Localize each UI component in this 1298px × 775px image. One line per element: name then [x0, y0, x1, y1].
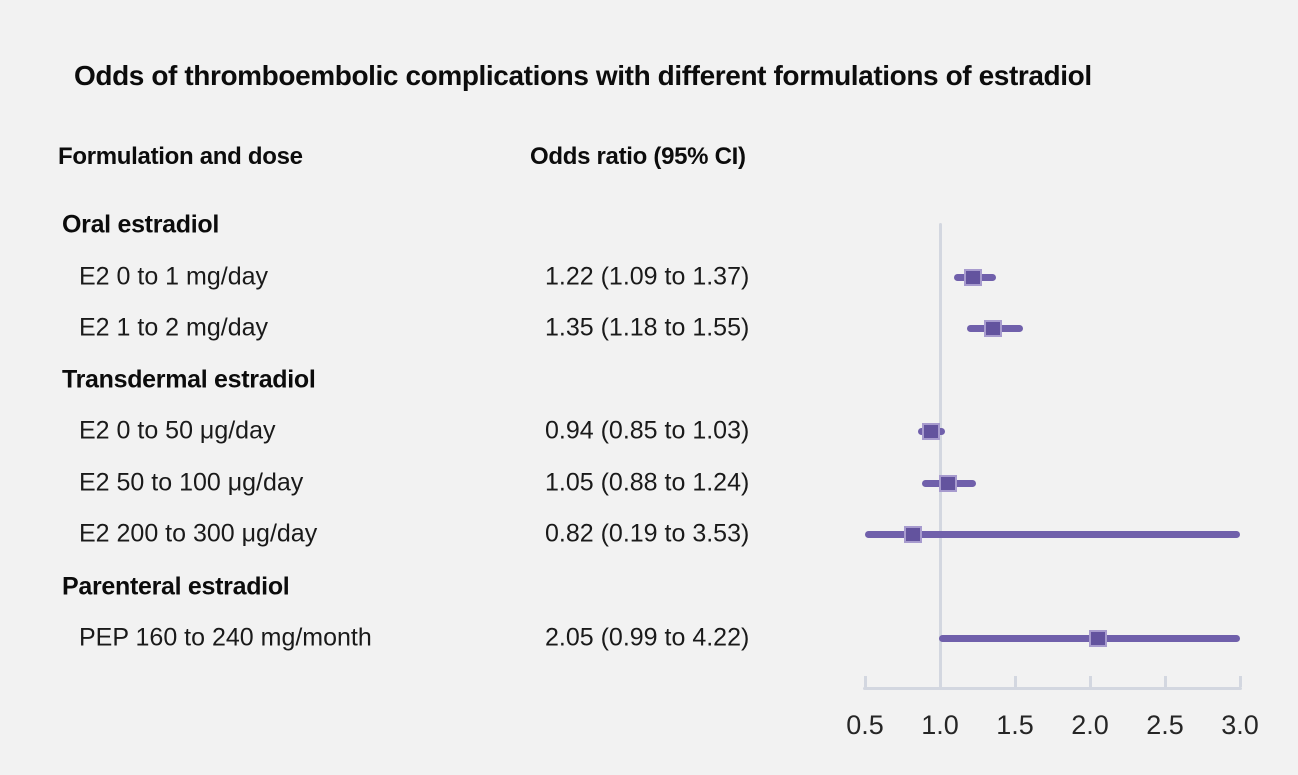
row-label: E2 50 to 100 μg/day — [79, 468, 304, 497]
x-axis-tick-label: 1.0 — [921, 710, 959, 740]
reference-line-1 — [938, 223, 942, 689]
row-label: E2 0 to 1 mg/day — [79, 262, 269, 291]
group-label: Transdermal estradiol — [62, 365, 316, 394]
odds-ratio-value: 1.22 (1.09 to 1.37) — [545, 262, 750, 291]
point-estimate-marker — [964, 268, 982, 286]
group-label: Oral estradiol — [62, 210, 219, 239]
x-axis-tick — [938, 676, 942, 687]
point-estimate-marker — [904, 525, 922, 543]
x-axis-tick — [1013, 676, 1017, 687]
row-label: E2 0 to 50 μg/day — [79, 416, 276, 445]
point-estimate-marker — [922, 422, 940, 440]
group-label: Parenteral estradiol — [62, 572, 290, 601]
x-axis-tick — [1088, 676, 1092, 687]
row-label: E2 200 to 300 μg/day — [79, 519, 318, 548]
x-axis-tick — [1238, 676, 1242, 687]
odds-ratio-value: 1.05 (0.88 to 1.24) — [545, 468, 750, 497]
point-estimate-marker — [983, 319, 1002, 337]
confidence-interval-bar — [865, 530, 1240, 538]
row-label: PEP 160 to 240 mg/month — [79, 623, 372, 652]
column-header-formulation: Formulation and dose — [58, 143, 303, 170]
figure-title: Odds of thromboembolic complications wit… — [74, 60, 1092, 91]
x-axis-tick-label: 0.5 — [846, 710, 884, 740]
odds-ratio-value: 2.05 (0.99 to 4.22) — [545, 623, 750, 652]
odds-ratio-value: 0.82 (0.19 to 3.53) — [545, 519, 750, 548]
x-axis-tick — [1163, 676, 1167, 687]
x-axis-tick-label: 1.5 — [996, 710, 1034, 740]
point-estimate-marker — [1088, 629, 1107, 647]
column-header-odds-ratio: Odds ratio (95% CI) — [530, 143, 746, 170]
x-axis-tick-label: 2.0 — [1071, 710, 1109, 740]
x-axis-tick-label: 2.5 — [1146, 710, 1184, 740]
point-estimate-marker — [938, 474, 957, 492]
odds-ratio-value: 1.35 (1.18 to 1.55) — [545, 313, 750, 342]
row-label: E2 1 to 2 mg/day — [79, 313, 269, 342]
x-axis-tick-label: 3.0 — [1221, 710, 1259, 740]
x-axis-tick — [863, 676, 867, 687]
odds-ratio-value: 0.94 (0.85 to 1.03) — [545, 416, 750, 445]
x-axis-line — [863, 687, 1242, 690]
